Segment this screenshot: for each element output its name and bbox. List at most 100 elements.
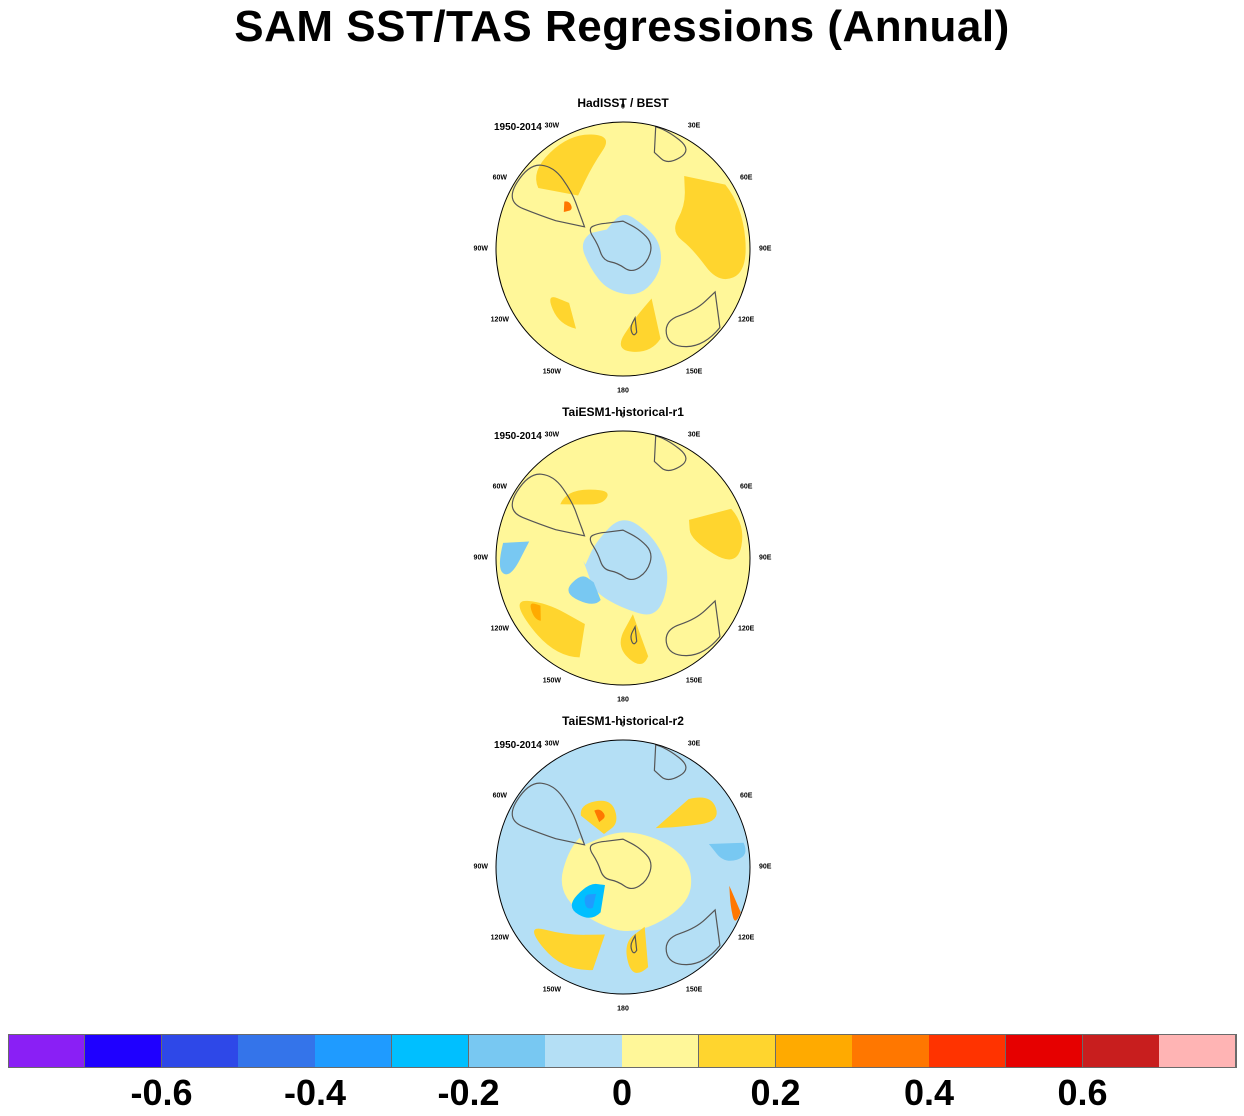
longitude-label: 30W bbox=[544, 431, 560, 439]
coastline bbox=[511, 164, 586, 228]
polar-map bbox=[495, 430, 751, 686]
longitude-label: 180 bbox=[617, 387, 629, 395]
map-panel-hadisst: HadISST / BEST 1950-2014 0 30E 60E 90E 120E 1… bbox=[470, 96, 776, 396]
longitude-label: 60W bbox=[492, 792, 508, 800]
longitude-label: 60E bbox=[739, 174, 753, 182]
longitude-label: 30E bbox=[687, 431, 701, 439]
coastline bbox=[630, 933, 638, 954]
regression-contour bbox=[550, 297, 576, 329]
colorbar-swatch bbox=[545, 1034, 623, 1068]
longitude-label: 30E bbox=[687, 740, 701, 748]
colorbar-swatch bbox=[775, 1034, 853, 1068]
regression-contour bbox=[499, 541, 530, 575]
panel-period: 1950-2014 bbox=[494, 122, 542, 133]
colorbar-swatch bbox=[8, 1034, 86, 1068]
colorbar-tick-label: 0 bbox=[611, 1072, 633, 1113]
regression-contour bbox=[708, 842, 746, 861]
map-outline bbox=[495, 430, 751, 686]
regression-contour bbox=[584, 893, 597, 909]
regression-contour bbox=[689, 508, 743, 560]
map-panel-r2: TaiESM1-historical-r2 1950-2014 0 30E 60E 9… bbox=[470, 714, 776, 1014]
panel-period: 1950-2014 bbox=[494, 431, 542, 442]
longitude-label: 150E bbox=[685, 368, 703, 376]
regression-contour bbox=[534, 928, 605, 971]
regression-contour bbox=[568, 576, 601, 604]
longitude-label: 60W bbox=[492, 483, 508, 491]
panel-title: TaiESM1-historical-r2 bbox=[562, 714, 684, 728]
regression-contour bbox=[655, 797, 717, 829]
longitude-label: 90E bbox=[759, 554, 772, 562]
longitude-label: 0 bbox=[621, 103, 625, 111]
colorbar-tick-label: -0.2 bbox=[437, 1072, 500, 1113]
longitude-label: 120W bbox=[490, 316, 509, 324]
figure-title: SAM SST/TAS Regressions (Annual) bbox=[234, 2, 1010, 51]
regression-contour bbox=[583, 520, 668, 615]
longitude-label: 120E bbox=[737, 625, 755, 633]
panel-title: TaiESM1-historical-r1 bbox=[562, 405, 684, 419]
longitude-label: 120E bbox=[737, 316, 755, 324]
colorbar-swatch bbox=[84, 1034, 162, 1068]
coastline bbox=[665, 290, 721, 348]
colorbar-tick-label: -0.4 bbox=[283, 1072, 347, 1113]
longitude-label: 150W bbox=[542, 368, 562, 376]
coastline bbox=[589, 838, 652, 890]
coastline bbox=[653, 744, 687, 781]
colorbar-swatch bbox=[238, 1034, 316, 1068]
coastline bbox=[653, 126, 687, 163]
longitude-label: 150E bbox=[685, 986, 703, 994]
longitude-label: 120E bbox=[737, 934, 755, 942]
longitude-label: 0 bbox=[621, 721, 625, 729]
coastline bbox=[589, 529, 652, 581]
longitude-label: 30W bbox=[544, 740, 560, 748]
colorbar-swatch bbox=[391, 1034, 469, 1068]
panel-period: 1950-2014 bbox=[494, 740, 542, 751]
polar-map bbox=[495, 121, 751, 377]
regression-contour bbox=[536, 134, 607, 196]
coastline bbox=[653, 435, 687, 472]
map-outline bbox=[495, 739, 751, 995]
colorbar-tick-label: 0.4 bbox=[903, 1072, 955, 1113]
longitude-label: 150W bbox=[542, 986, 562, 994]
regression-contour bbox=[582, 214, 662, 295]
longitude-label: 180 bbox=[617, 1005, 629, 1013]
longitude-label: 90W bbox=[473, 554, 488, 562]
regression-contour bbox=[530, 603, 541, 621]
coastline bbox=[589, 220, 652, 272]
longitude-label: 150E bbox=[685, 677, 703, 685]
colorbar bbox=[8, 1034, 1237, 1068]
colorbar-swatch bbox=[161, 1034, 239, 1068]
longitude-label: 60W bbox=[492, 174, 508, 182]
colorbar-swatch bbox=[698, 1034, 776, 1068]
coastline bbox=[630, 315, 638, 336]
coastline bbox=[511, 782, 586, 846]
regression-contour bbox=[729, 885, 741, 921]
colorbar-swatch bbox=[929, 1034, 1007, 1068]
colorbar-swatch bbox=[315, 1034, 393, 1068]
longitude-label: 120W bbox=[490, 934, 509, 942]
coastline bbox=[630, 624, 638, 645]
longitude-label: 90W bbox=[473, 245, 488, 253]
coastline bbox=[665, 908, 721, 966]
longitude-label: 60E bbox=[739, 483, 753, 491]
longitude-label: 90W bbox=[473, 863, 488, 871]
coastline bbox=[665, 599, 721, 657]
colorbar-swatch bbox=[1159, 1034, 1237, 1068]
longitude-label: 120W bbox=[490, 625, 509, 633]
panel-title: HadISST / BEST bbox=[577, 96, 669, 110]
longitude-label: 60E bbox=[739, 792, 753, 800]
colorbar-swatch bbox=[468, 1034, 546, 1068]
colorbar-tick-label: 0.6 bbox=[1057, 1072, 1108, 1113]
regression-contour bbox=[620, 298, 661, 352]
longitude-label: 30W bbox=[544, 122, 560, 130]
colorbar-tick-label: 0.2 bbox=[750, 1072, 801, 1113]
colorbar-swatch bbox=[1005, 1034, 1083, 1068]
longitude-label: 90E bbox=[759, 245, 772, 253]
colorbar-swatch bbox=[1082, 1034, 1160, 1068]
colorbar-tick-label: -0.6 bbox=[130, 1072, 193, 1113]
map-outline bbox=[495, 121, 751, 377]
regression-contour bbox=[675, 176, 746, 280]
longitude-label: 0 bbox=[621, 412, 625, 420]
longitude-label: 150W bbox=[542, 677, 562, 685]
polar-map bbox=[495, 739, 751, 995]
colorbar-swatch bbox=[622, 1034, 700, 1068]
